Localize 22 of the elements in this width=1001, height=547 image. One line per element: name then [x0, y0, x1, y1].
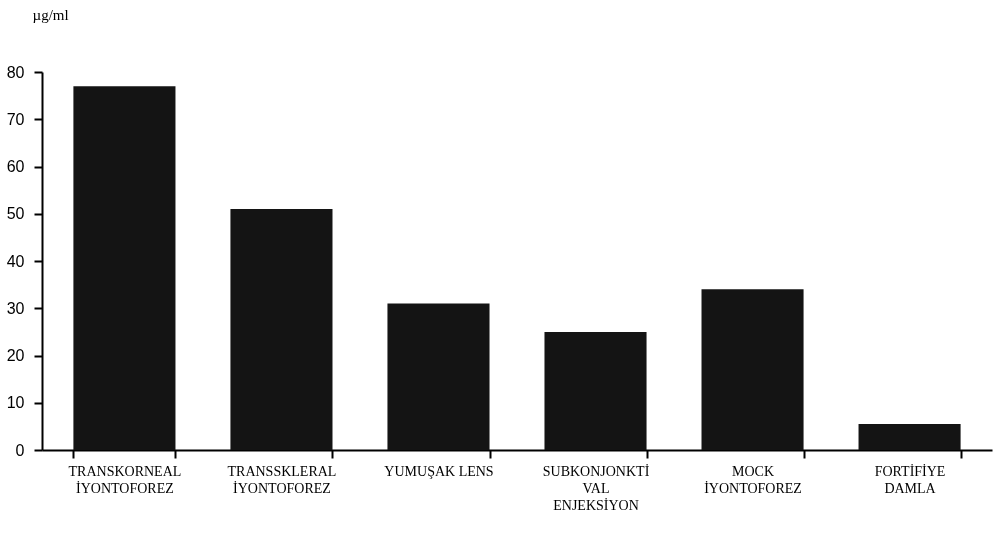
x-tick-label: MOCK İYONTOFOREZ — [704, 463, 802, 496]
y-tick-label: 60 — [6, 158, 25, 175]
y-tick-label: 30 — [6, 299, 25, 317]
y-tick-label: 80 — [6, 63, 25, 81]
y-tick-label: 70 — [6, 110, 25, 128]
y-tick-label: 10 — [6, 394, 25, 412]
bar — [73, 86, 176, 450]
x-tick-label: FORTİFİYE DAMLA — [874, 463, 946, 496]
bar — [858, 424, 961, 450]
x-tick-label: TRANSSKLERAL İYONTOFOREZ — [227, 463, 337, 496]
y-tick-label: 20 — [6, 347, 25, 364]
bar — [387, 303, 490, 450]
x-tick-label: SUBKONJONKTİ VAL ENJEKSİYON — [542, 463, 650, 513]
y-tick-label: 50 — [6, 205, 25, 223]
x-tick-label: YUMUŞAK LENS — [384, 463, 494, 479]
bar — [230, 209, 333, 450]
bar — [544, 331, 647, 450]
x-tick-label: TRANSKORNEAL İYONTOFOREZ — [68, 463, 182, 496]
y-tick-label: 0 — [15, 441, 25, 459]
y-tick-label: 40 — [6, 252, 25, 270]
y-axis-title: µg/ml — [32, 6, 69, 23]
bar — [701, 289, 804, 450]
